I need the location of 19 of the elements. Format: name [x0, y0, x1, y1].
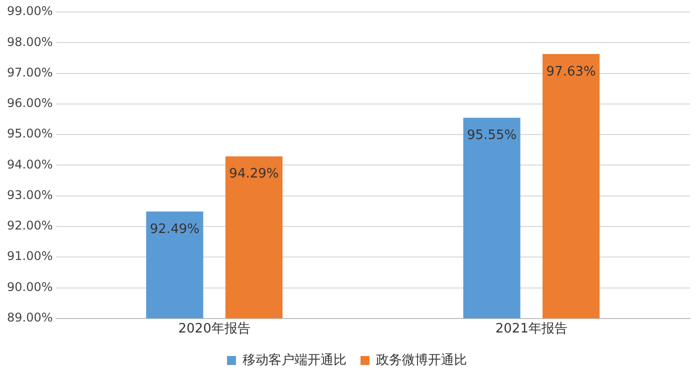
y-tick-label: 91.00% — [6, 249, 53, 264]
y-tick-label: 97.00% — [6, 65, 53, 80]
x-tick-label: 2020年报告 — [178, 322, 250, 337]
data-label: 92.49% — [150, 222, 200, 237]
data-label: 97.63% — [546, 64, 596, 80]
y-tick-label: 93.00% — [6, 188, 53, 202]
data-label: 94.29% — [229, 166, 279, 182]
y-tick-label: 89.00% — [6, 310, 53, 325]
y-tick-label: 95.00% — [6, 126, 53, 141]
legend-label: 政务微博开通比 — [376, 352, 467, 368]
y-tick-label: 99.00% — [6, 4, 53, 18]
data-label: 95.55% — [467, 128, 517, 144]
y-tick-label: 90.00% — [6, 280, 53, 294]
y-tick-label: 94.00% — [6, 157, 53, 172]
y-tick-label: 98.00% — [6, 34, 53, 49]
y-tick-label: 96.00% — [6, 96, 53, 110]
legend-label: 移动客户端开通比 — [242, 352, 346, 368]
x-tick-label: 2021年报告 — [495, 322, 568, 337]
y-tick-label: 92.00% — [6, 218, 53, 233]
